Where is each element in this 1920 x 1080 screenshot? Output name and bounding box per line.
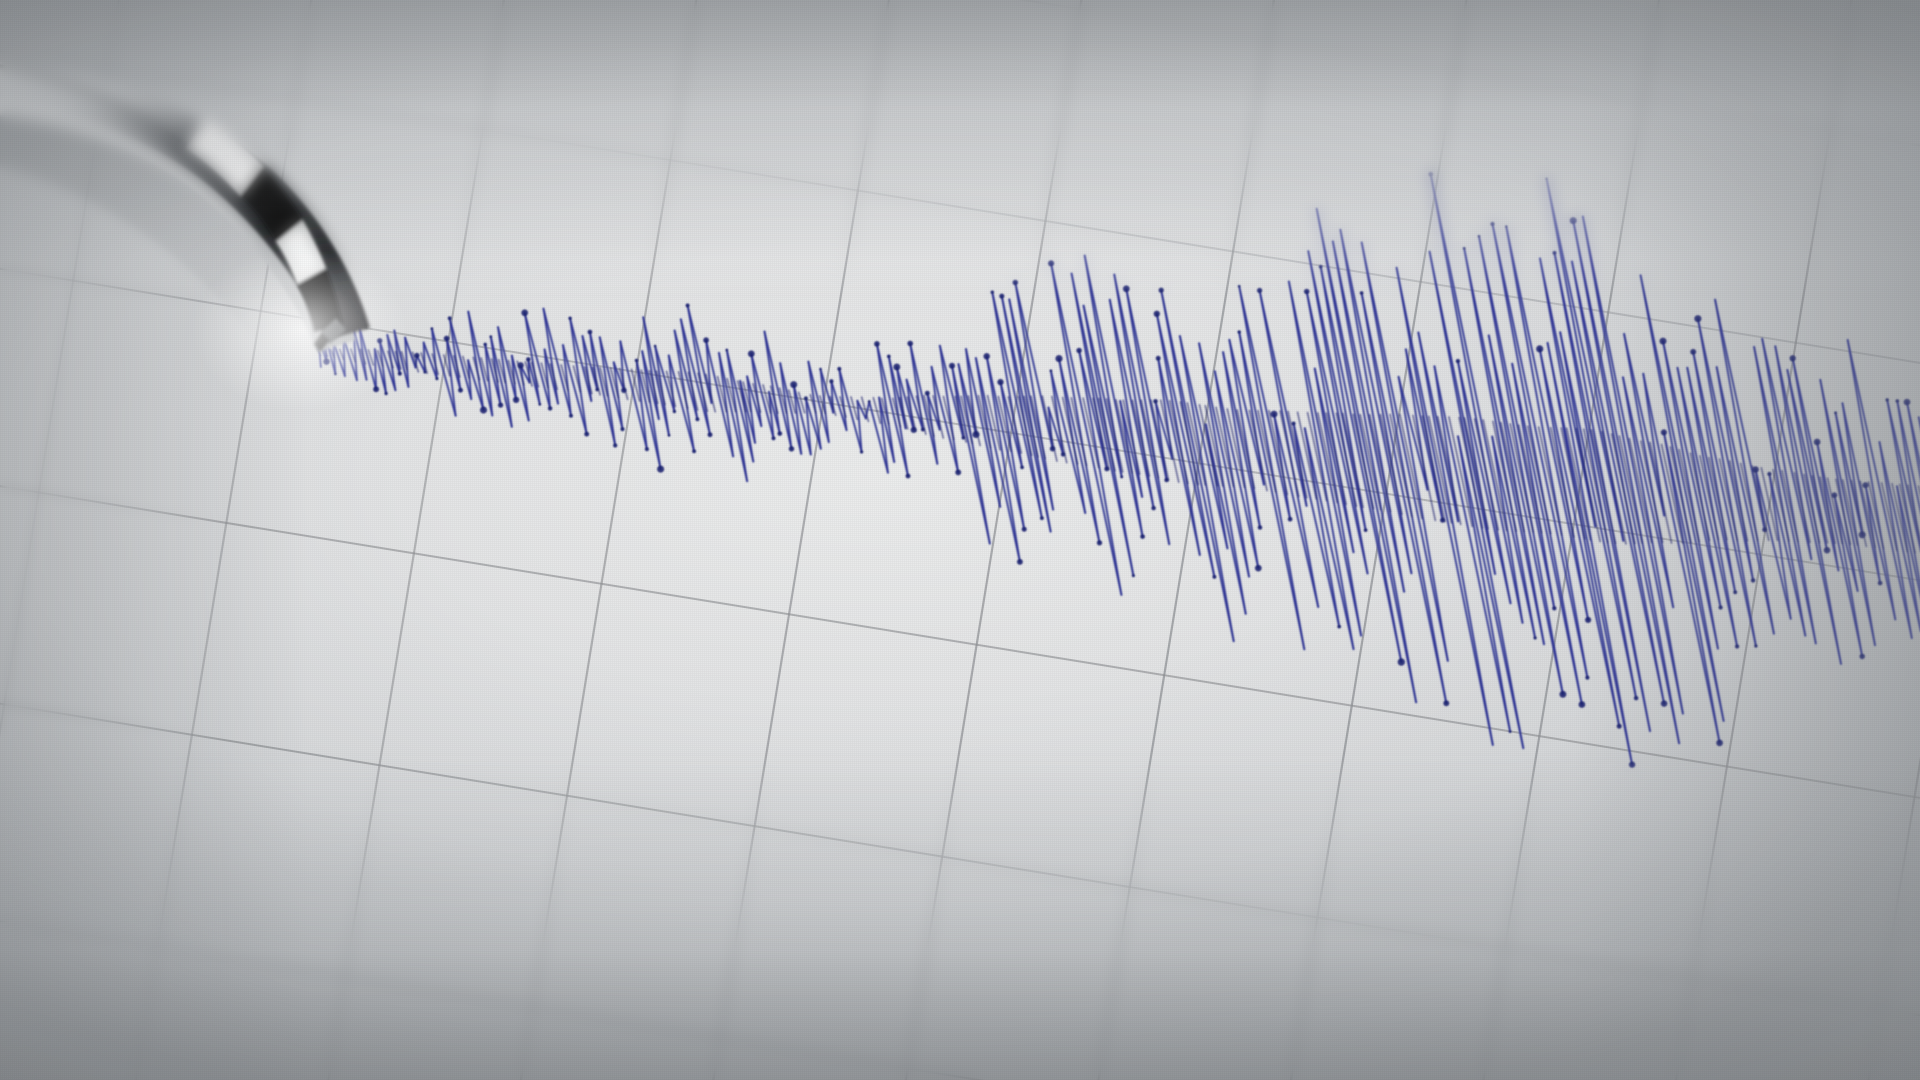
paper-grid	[0, 0, 1920, 1080]
grid-lines	[0, 0, 1920, 1080]
seismograph-photo: Seismograph recording drum close-up Clos…	[0, 0, 1920, 1080]
